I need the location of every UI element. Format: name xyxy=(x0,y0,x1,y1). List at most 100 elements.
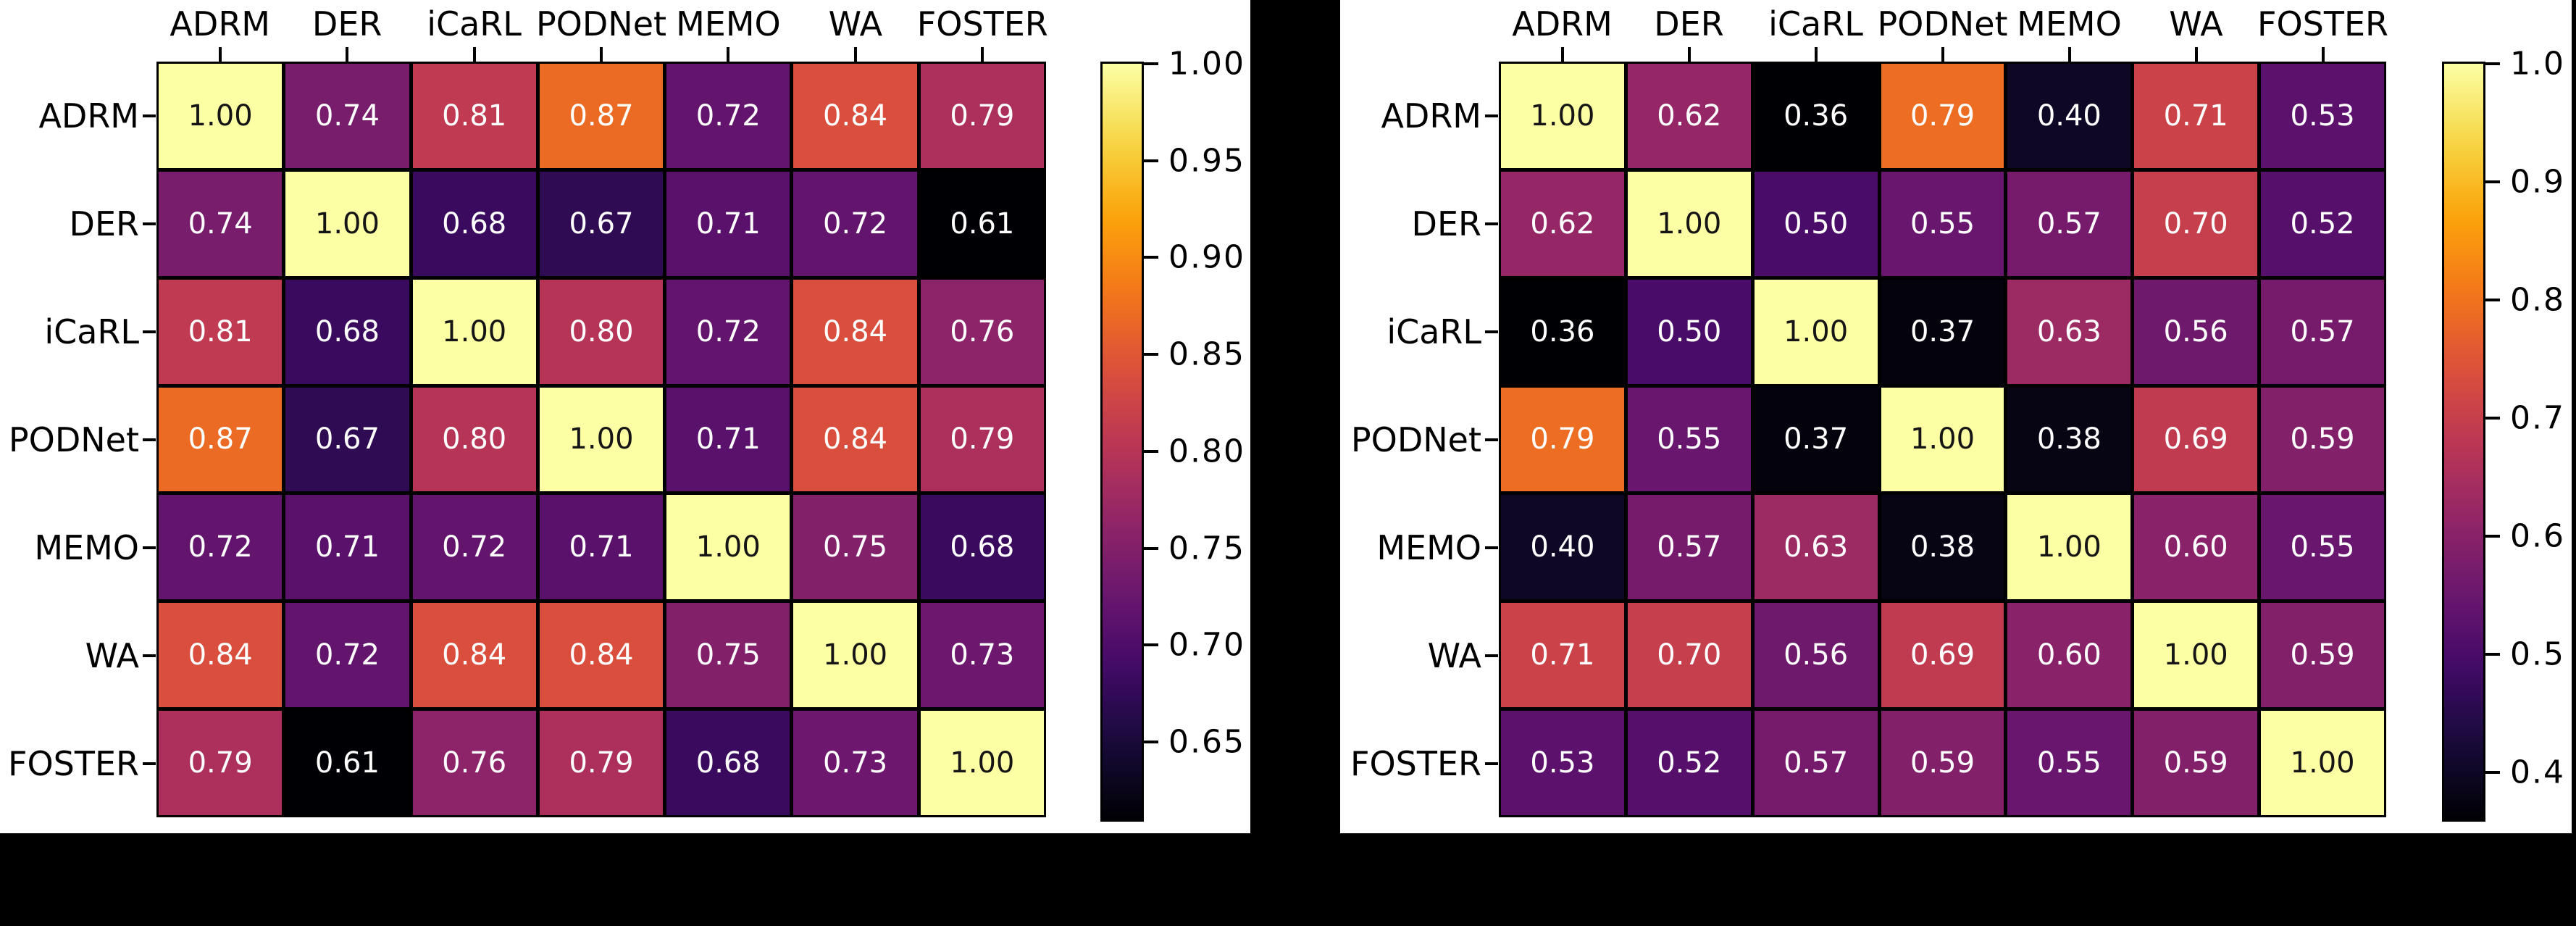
colorbar-tick-label: 0.7 xyxy=(2510,399,2565,437)
heatmap-cell-value: 0.71 xyxy=(1530,638,1595,672)
y-axis-tick xyxy=(1485,438,1498,441)
heatmap-cell: 0.81 xyxy=(412,64,536,168)
heatmap-cell: 0.61 xyxy=(285,711,409,815)
heatmap-cell-value: 0.57 xyxy=(2036,207,2102,241)
heatmap-cell: 0.72 xyxy=(159,495,283,600)
heatmap-cell: 0.74 xyxy=(285,64,409,168)
heatmap-cell: 0.53 xyxy=(1501,711,1624,815)
heatmap-cell-value: 0.69 xyxy=(1910,638,1975,672)
heatmap-cell: 0.84 xyxy=(412,603,536,708)
x-axis-tick xyxy=(346,47,349,62)
heatmap-cell-value: 0.61 xyxy=(950,207,1015,241)
heatmap-cell-value: 0.72 xyxy=(314,638,380,672)
y-axis-tick xyxy=(1485,654,1498,657)
heatmap-cell: 0.73 xyxy=(920,603,1044,708)
heatmap-cell-value: 0.71 xyxy=(695,422,761,456)
colorbar-tick-label: 0.6 xyxy=(2510,517,2565,555)
row-label: MEMO xyxy=(1376,527,1481,567)
heatmap-cell: 1.00 xyxy=(2007,495,2131,600)
x-axis-tick xyxy=(600,47,603,62)
heatmap-cell: 1.00 xyxy=(2134,603,2258,708)
colorbar-tick-label: 0.70 xyxy=(1168,626,1245,664)
heatmap-cell: 0.59 xyxy=(2261,603,2384,708)
heatmap-cell-value: 1.00 xyxy=(2036,530,2102,564)
heatmap-cell-value: 1.00 xyxy=(823,638,888,672)
heatmap-cell: 1.00 xyxy=(159,64,283,168)
heatmap-cell-value: 0.81 xyxy=(442,99,507,133)
heatmap-cell: 0.73 xyxy=(793,711,917,815)
heatmap-cell-value: 0.55 xyxy=(2036,746,2102,780)
heatmap-cell-value: 0.70 xyxy=(1657,638,1722,672)
heatmap-cell-value: 0.71 xyxy=(695,207,761,241)
colorbar-tick xyxy=(2485,416,2500,420)
heatmap-cell: 0.72 xyxy=(285,603,409,708)
heatmap-cell-value: 0.59 xyxy=(2290,638,2355,672)
y-axis-tick xyxy=(143,222,156,225)
colorbar-gradient xyxy=(2442,62,2485,822)
heatmap-cell-value: 0.75 xyxy=(823,530,888,564)
heatmap-cell: 0.60 xyxy=(2007,603,2131,708)
heatmap-cell: 1.00 xyxy=(1881,387,2004,492)
heatmap-cell: 0.50 xyxy=(1627,279,1751,384)
colorbar-tick xyxy=(1144,256,1158,259)
heatmap-cell: 0.61 xyxy=(920,171,1044,276)
heatmap-cell: 0.69 xyxy=(1881,603,2004,708)
column-label: WA xyxy=(828,4,883,43)
column-label: FOSTER xyxy=(916,4,1048,43)
colorbar-tick xyxy=(1144,546,1158,550)
heatmap-cell-value: 1.00 xyxy=(950,746,1015,780)
heatmap-cell-value: 0.55 xyxy=(1910,207,1975,241)
heatmap-cell-value: 1.00 xyxy=(1783,314,1849,349)
row-label: PODNet xyxy=(8,420,139,459)
row-label: WA xyxy=(1427,635,1481,675)
heatmap-cell: 0.81 xyxy=(159,279,283,384)
x-axis-tick xyxy=(1687,47,1691,62)
heatmap-cell-value: 0.57 xyxy=(2290,314,2355,349)
heatmap-cell-value: 0.40 xyxy=(2036,99,2102,133)
heatmap-cell-value: 0.68 xyxy=(695,746,761,780)
colorbar-tick-label: 0.85 xyxy=(1168,335,1245,373)
heatmap-cell-value: 0.79 xyxy=(1910,99,1975,133)
heatmap-cell: 1.00 xyxy=(1754,279,1878,384)
heatmap-cell: 0.55 xyxy=(2007,711,2131,815)
heatmap-cell-value: 0.50 xyxy=(1783,207,1849,241)
heatmap-cell-value: 0.60 xyxy=(2163,530,2228,564)
heatmap-cell-value: 0.80 xyxy=(569,314,634,349)
heatmap-cell: 0.70 xyxy=(1627,603,1751,708)
y-axis-tick xyxy=(1485,762,1498,765)
heatmap-cell: 1.00 xyxy=(1501,64,1624,168)
heatmap-cell-value: 1.00 xyxy=(1530,99,1595,133)
heatmap-cell: 0.57 xyxy=(1627,495,1751,600)
heatmap-cell: 0.75 xyxy=(793,495,917,600)
x-axis-tick xyxy=(2194,47,2198,62)
colorbar-tick xyxy=(1144,159,1158,162)
heatmap-cell: 0.84 xyxy=(159,603,283,708)
heatmap-cell-value: 0.62 xyxy=(1657,99,1722,133)
heatmap-cell-value: 0.72 xyxy=(188,530,253,564)
heatmap-cell-value: 0.76 xyxy=(950,314,1015,349)
heatmap-cell: 0.71 xyxy=(539,495,664,600)
heatmap-cell: 0.71 xyxy=(666,171,790,276)
heatmap-cell: 0.40 xyxy=(2007,64,2131,168)
heatmap-cell: 0.52 xyxy=(1627,711,1751,815)
heatmap-cell-value: 0.84 xyxy=(823,314,888,349)
heatmap-cell: 0.70 xyxy=(2134,171,2258,276)
y-axis-tick xyxy=(1485,546,1498,549)
heatmap-cell: 0.71 xyxy=(285,495,409,600)
column-label: DER xyxy=(311,4,382,43)
colorbar-tick xyxy=(2485,298,2500,301)
heatmap-cell: 0.56 xyxy=(1754,603,1878,708)
heatmap-cell: 0.80 xyxy=(539,279,664,384)
colorbar-tick xyxy=(1144,741,1158,744)
heatmap-cell: 1.00 xyxy=(1627,171,1751,276)
colorbar-tick xyxy=(2485,534,2500,538)
column-label: WA xyxy=(2169,4,2223,43)
heatmap-cell-value: 0.75 xyxy=(695,638,761,672)
heatmap-cell-value: 0.63 xyxy=(2036,314,2102,349)
heatmap-cell: 0.67 xyxy=(539,171,664,276)
heatmap-cell: 0.84 xyxy=(793,387,917,492)
x-axis-tick xyxy=(1941,47,1944,62)
heatmap-cell-value: 0.67 xyxy=(314,422,380,456)
heatmap-cell-value: 0.79 xyxy=(950,422,1015,456)
